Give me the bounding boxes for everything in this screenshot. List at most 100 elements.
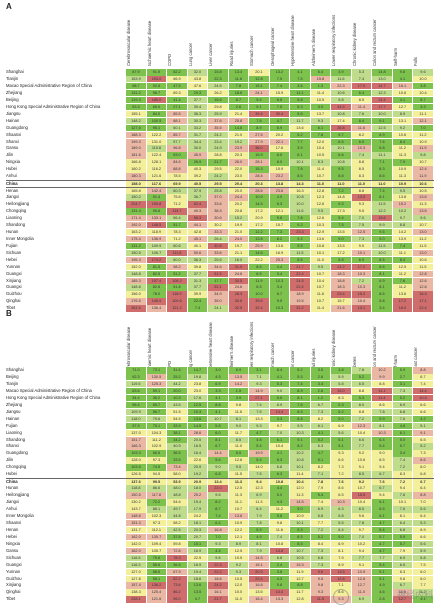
table-cell: 148.8: [126, 284, 146, 291]
table-cell: 8.5: [290, 540, 310, 548]
table-cell: 11.5: [392, 589, 413, 596]
table-cell: 9.3: [290, 526, 310, 534]
table-cell: 51.2: [167, 270, 187, 278]
table-cell: 23.0: [187, 387, 208, 395]
table-cell: 9.3: [310, 589, 331, 596]
table-cell: 129.3: [126, 96, 146, 104]
table-cell: 118.9: [167, 291, 187, 298]
table-cell: 14.5: [187, 422, 208, 430]
table-cell: 30.3: [187, 117, 208, 125]
row-label: Hainan: [6, 415, 20, 421]
table-cell: 151.3: [126, 519, 146, 527]
table-cell: 153.9: [126, 75, 146, 83]
table-cell: 5.3: [290, 103, 310, 111]
table-cell: 7.0: [413, 124, 433, 132]
table-cell: 7.8: [228, 82, 249, 90]
table-row: Guangdong 103.3 66.5 36.5 16.4 14.4 6.5 19.9 4.1…: [6, 450, 434, 457]
table-cell: 6.1: [310, 422, 331, 430]
table-cell: 25.2: [167, 373, 187, 381]
table-cell: 5.4: [249, 457, 269, 464]
table-cell: 10.6: [331, 89, 351, 97]
table-cell: 11.6: [290, 208, 310, 215]
row-label: Jiangxi: [6, 499, 20, 505]
table-cell: 87.9: [126, 69, 146, 76]
table-cell: 45.1: [187, 235, 208, 243]
column-header-label: Chronic kidney disease: [351, 22, 357, 66]
table-cell: 14.3: [290, 181, 310, 188]
table-cell: 10.9: [392, 166, 413, 173]
table-cell: 9.5: [228, 464, 249, 471]
table-cell: 6.4: [208, 519, 228, 527]
table-row: Guangdong 127.6 95.1 60.1 33.2 35.5 14.6 8.9 6.9…: [6, 124, 434, 132]
table-cell: 6.5: [413, 436, 433, 443]
table-cell: 10.2: [290, 450, 310, 457]
table-cell: 8.7: [208, 506, 228, 513]
table-cell: 4.1: [208, 408, 228, 416]
table-cell: 20.8: [228, 208, 249, 215]
table-cell: 34.6: [208, 263, 228, 271]
table-cell: 105.7: [146, 547, 167, 555]
table-cell: 10.8: [269, 479, 290, 486]
table-cell: 6.1: [372, 512, 392, 520]
table-row: Zhejiang 131.2 96.7 69.3 29.3 26.2 18.6 24.1 15.…: [6, 89, 434, 97]
table-cell: 28.3: [228, 291, 249, 298]
table-cell: 3.9: [331, 69, 351, 76]
table-cell: 9.1: [290, 436, 310, 443]
table-cell: 73.6: [167, 582, 187, 589]
table-cell: 10.4: [413, 89, 433, 97]
table-cell: 17.1: [413, 298, 433, 305]
table-cell: 5.3: [331, 401, 351, 409]
table-cell: 10.0: [290, 201, 310, 208]
table-cell: 20.7: [187, 533, 208, 541]
column-header: Self-harm: [393, 6, 407, 68]
table-cell: 6.9: [351, 256, 372, 264]
table-cell: 8.7: [413, 96, 433, 104]
table-cell: 37.8: [167, 533, 187, 541]
watermark-text: 神经内科: [396, 590, 433, 600]
table-cell: 44.1: [187, 221, 208, 229]
table-cell: 121.6: [146, 173, 167, 180]
table-cell: 128.1: [146, 159, 167, 166]
table-cell: 30.5: [228, 277, 249, 284]
table-cell: 11.6: [351, 124, 372, 132]
table-cell: 6.1: [290, 152, 310, 159]
table-cell: 11.5: [372, 201, 392, 208]
table-row: Guizhou 156.0 78.0 118.9 39.9 34.9 28.3 10.0 6.7…: [6, 291, 434, 298]
table-cell: 78.0: [146, 291, 167, 298]
table-cell: 3.4: [372, 305, 392, 312]
table-cell: 72.8: [167, 547, 187, 555]
table-cell: 15.3: [249, 166, 269, 173]
table-cell: 48.0: [167, 485, 187, 492]
table-cell: 14.4: [208, 450, 228, 457]
table-cell: 7.8: [310, 131, 331, 139]
table-cell: 81.5: [146, 263, 167, 271]
table-cell: 11.3: [413, 201, 433, 208]
table-row: Sichuan 116.5 79.6 78.3 22.5 9.6 10.5 14.5 6.8 10…: [6, 554, 434, 562]
table-cell: 142.0: [126, 540, 146, 548]
table-cell: 133.1: [146, 214, 167, 222]
row-label: Shanghai: [6, 69, 24, 74]
table-cell: 7.4: [372, 188, 392, 195]
table-cell: 10.9: [413, 138, 433, 145]
table-cell: 15.7: [331, 298, 351, 305]
table-cell: 5.6: [413, 506, 433, 513]
table-cell: 17.2: [331, 249, 351, 257]
table-cell: 1.5: [228, 387, 249, 395]
table-cell: 95.1: [146, 124, 167, 132]
table-row: Chongqing 103.5 74.5 73.4 20.9 9.0 9.5 14.0 6.8 1…: [6, 464, 434, 471]
table-cell: 8.5: [372, 291, 392, 298]
table-cell: 22.6: [187, 457, 208, 464]
table-cell: 15.5: [351, 492, 372, 499]
table-cell: 14.8: [331, 194, 351, 201]
table-cell: 23.2: [269, 173, 290, 180]
table-row: Heilongjiang 204.7 159.8 71.2 52.4 33.6 20.2 14…: [6, 201, 434, 208]
table-cell: 30.6: [208, 214, 228, 222]
table-cell: 12.1: [228, 533, 249, 541]
table-cell: 44.5: [331, 103, 351, 111]
table-cell: 131.2: [126, 242, 146, 250]
table-row: Shandong 192.0 148.5 51.7 44.1 30.2 19.9 17.2 15…: [6, 221, 434, 229]
table-cell: 10.7: [310, 284, 331, 291]
table-cell: 10.5: [228, 575, 249, 582]
table-cell: 54.6: [167, 499, 187, 506]
table-cell: 6.4: [310, 69, 331, 76]
